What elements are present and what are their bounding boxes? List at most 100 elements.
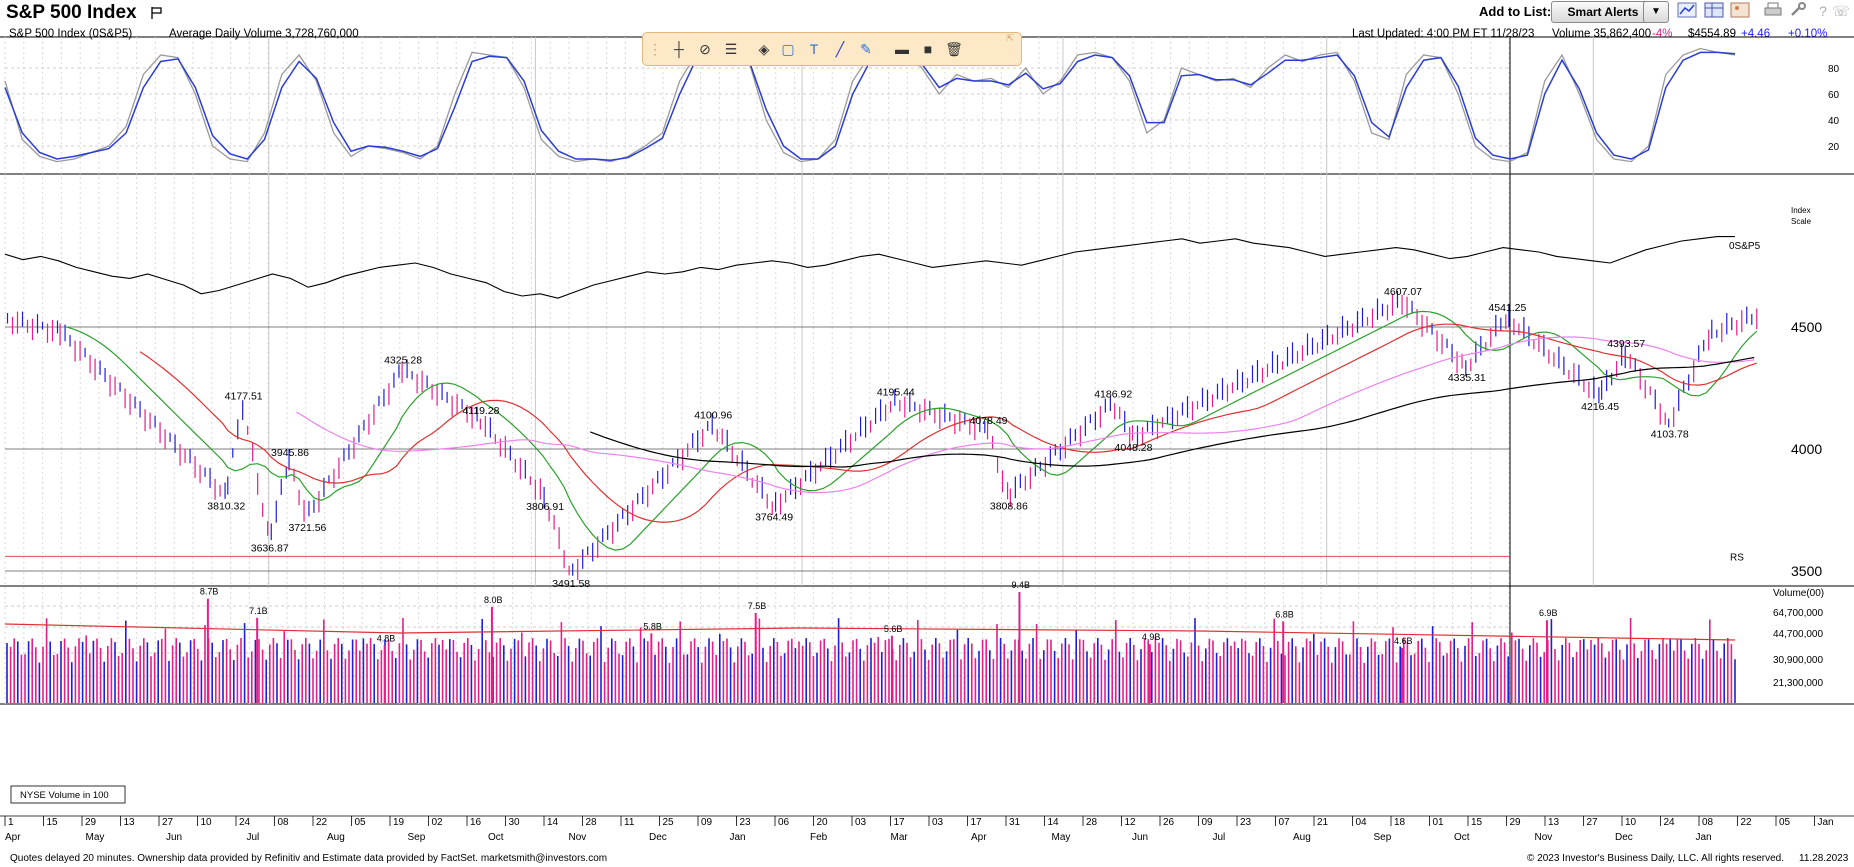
list-icon[interactable]: ☰: [724, 41, 738, 57]
x-tick-label-day: 10: [1625, 817, 1637, 828]
pivot-label: 3945.86: [271, 447, 309, 459]
x-tick-label-day: 13: [1548, 817, 1560, 828]
paint-bucket-icon[interactable]: ◈: [758, 41, 770, 57]
x-tick-label-month: Oct: [1454, 832, 1470, 843]
volume-label: 5.8B: [643, 621, 662, 631]
rectangle-icon[interactable]: ▢: [781, 41, 795, 57]
trash-icon[interactable]: 🗑: [945, 41, 963, 57]
pivot-label: 4177.51: [225, 391, 263, 403]
volume-tick: 64,700,000: [1773, 608, 1823, 619]
ma-10-line: [64, 310, 1758, 551]
collapse-icon[interactable]: ⇱: [1006, 33, 1014, 43]
chevron-down-icon[interactable]: ▼: [1643, 1, 1669, 23]
x-tick-label-day: 14: [1048, 817, 1060, 828]
x-tick-label-day: 29: [1510, 817, 1522, 828]
footer-copyright: © 2023 Investor's Business Daily, LLC. A…: [1527, 853, 1784, 864]
x-tick-label-day: 28: [586, 817, 598, 828]
volume-tick: 30,900,000: [1773, 655, 1823, 666]
pen-icon[interactable]: ✎: [860, 41, 872, 57]
table-icon[interactable]: [1703, 2, 1725, 20]
x-tick-label-day: 25: [663, 817, 675, 828]
volume-label: 6.8B: [1275, 609, 1294, 619]
rs-reference-label: RS: [1730, 552, 1744, 563]
phone-icon[interactable]: ☏: [1832, 3, 1850, 19]
x-tick-label-day: 01: [1433, 817, 1445, 828]
image-icon[interactable]: [1729, 2, 1751, 20]
x-tick-label-day: 26: [1163, 817, 1175, 828]
volume-label: 4.6B: [1394, 636, 1413, 646]
volume-tick: 21,300,000: [1773, 678, 1823, 689]
volume-label: 7.1B: [249, 606, 268, 616]
x-tick-label-day: 04: [1356, 817, 1368, 828]
volume-label: 8.0B: [484, 595, 503, 605]
x-tick-label-day: 27: [162, 817, 174, 828]
x-tick-label-day: 22: [1741, 817, 1753, 828]
stoch-tick: 60: [1828, 90, 1840, 101]
volume-label: 4.9B: [1142, 632, 1161, 642]
smart-alerts-button[interactable]: Smart Alerts: [1551, 1, 1655, 23]
x-tick-label-month: Nov: [569, 832, 587, 843]
x-tick-label-month: Nov: [1535, 832, 1553, 843]
print-icon[interactable]: [1762, 2, 1784, 20]
x-tick-label-day: 13: [124, 817, 136, 828]
volume-tick: 44,700,000: [1773, 629, 1823, 640]
x-tick-label-day: 30: [509, 817, 521, 828]
x-tick-label-month: Jul: [247, 832, 260, 843]
x-tick-label-day: 19: [393, 817, 405, 828]
pivot-label: 4048.28: [1114, 442, 1152, 454]
hide-icon[interactable]: ⊘: [699, 41, 711, 57]
volume-label: 7.5B: [748, 601, 767, 611]
wrench-icon[interactable]: [1788, 2, 1810, 20]
pivot-label: 3764.49: [755, 511, 793, 523]
x-tick-label-month: Oct: [488, 832, 504, 843]
color-swatch-icon[interactable]: ■: [923, 41, 933, 57]
x-tick-label-day: 23: [1240, 817, 1252, 828]
x-tick-label-month: Feb: [810, 832, 828, 843]
line-chart-icon[interactable]: [1676, 2, 1698, 20]
x-tick-label-day: 15: [1471, 817, 1483, 828]
pivot-label: 4186.92: [1094, 388, 1132, 400]
stoch-tick: 20: [1828, 142, 1840, 153]
x-tick-label-month: Jun: [166, 832, 182, 843]
pivot-label: 4607.07: [1384, 286, 1422, 298]
help-icon[interactable]: ?: [1819, 3, 1827, 19]
x-tick-label-day: 02: [432, 817, 444, 828]
x-tick-label-day: 16: [470, 817, 482, 828]
text-icon[interactable]: T: [809, 41, 819, 57]
volume-label: 6.9B: [1539, 608, 1558, 618]
crosshair-icon[interactable]: ┼: [674, 41, 684, 57]
pivot-label: 4195.44: [877, 386, 915, 398]
volume-legend: NYSE Volume in 100: [20, 790, 109, 801]
x-tick-label-day: 10: [201, 817, 213, 828]
x-tick-label-month: Aug: [327, 832, 345, 843]
volume-label: 4.8B: [377, 633, 396, 643]
pivot-label: 4541.25: [1488, 302, 1526, 314]
x-tick-label-day: 14: [547, 817, 559, 828]
x-tick-label-day: 31: [1009, 817, 1021, 828]
x-tick-label-day: 20: [817, 817, 829, 828]
x-tick-label-month: Dec: [649, 832, 667, 843]
volume-label: 5.6B: [884, 624, 903, 634]
x-tick-label-month: Aug: [1293, 832, 1311, 843]
x-tick-label-day: 24: [239, 817, 251, 828]
volume-axis-label: Volume(00): [1773, 588, 1824, 599]
x-tick-label-day: 29: [85, 817, 97, 828]
pivot-label: 4078.49: [970, 415, 1008, 427]
x-tick-label-month: Jul: [1213, 832, 1226, 843]
flag-icon[interactable]: [150, 6, 164, 20]
line-tool-icon[interactable]: ╱: [835, 41, 845, 57]
drag-handle-icon[interactable]: ⋮: [648, 41, 662, 57]
x-tick-label-day: 22: [316, 817, 328, 828]
pivot-label: 4100.96: [694, 409, 732, 421]
line-weight-icon[interactable]: ▬: [895, 41, 909, 57]
add-to-list-label: Add to List:: [1479, 4, 1552, 19]
price-tick: 4000: [1791, 441, 1822, 457]
footer-date: 11.28.2023: [1799, 853, 1849, 864]
x-tick-label-day: 08: [1702, 817, 1714, 828]
x-tick-label-day: 21: [1317, 817, 1329, 828]
x-tick-label-day: 09: [701, 817, 713, 828]
pivot-label: 3810.32: [207, 500, 245, 512]
price-tick: 4500: [1791, 319, 1822, 335]
x-tick-label-day: 24: [1664, 817, 1676, 828]
